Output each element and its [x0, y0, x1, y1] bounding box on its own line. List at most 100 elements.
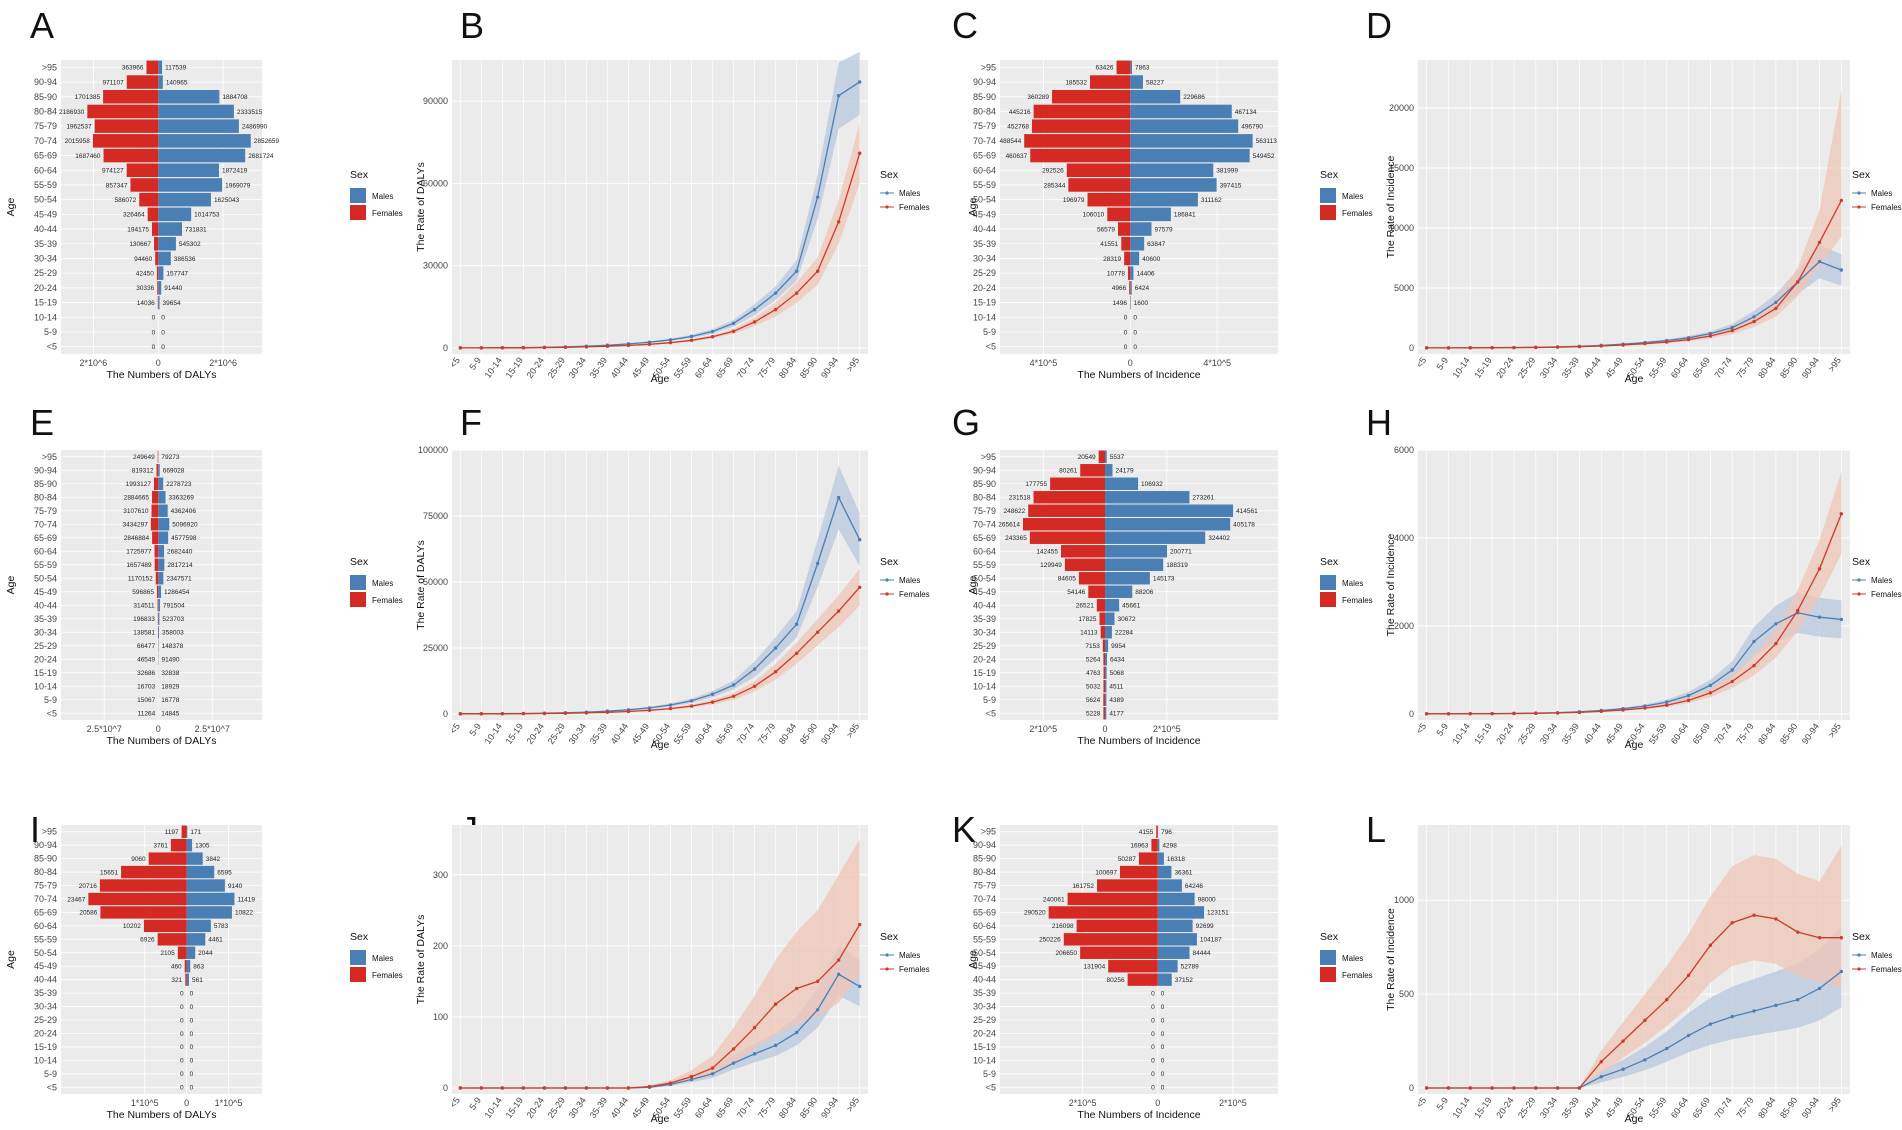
legend-label-females: Females — [1342, 209, 1373, 218]
bar-females — [1024, 134, 1131, 148]
tick-label-y: 0 — [443, 1083, 448, 1093]
data-point-females — [668, 706, 673, 711]
data-point-males — [1621, 1067, 1625, 1071]
data-label-females: 5624 — [1086, 697, 1101, 704]
tick-label-x: 5-9 — [1434, 355, 1450, 371]
data-label-males: 0 — [190, 1071, 194, 1078]
tick-label-y: 90-94 — [973, 465, 996, 475]
axis-title-x: The Numbers of Incidence — [1077, 735, 1200, 747]
data-point-females — [647, 708, 652, 713]
bar-females — [1061, 545, 1106, 558]
bar-males — [1157, 838, 1160, 852]
data-label-females: 23467 — [67, 896, 85, 903]
bar-females — [1102, 639, 1106, 652]
tick-label-x: 10-14 — [483, 721, 504, 746]
data-label-females: 974127 — [102, 168, 124, 175]
data-point-females — [1468, 712, 1472, 716]
data-label-females: 248622 — [1004, 508, 1026, 515]
bar-males — [186, 879, 225, 892]
tick-label-y: 75-79 — [973, 121, 996, 131]
data-label-males: 0 — [190, 1031, 194, 1038]
bar-females — [1090, 75, 1131, 89]
tick-label-x: 10-14 — [1451, 721, 1472, 746]
bar-females — [146, 60, 159, 75]
data-label-females: 452768 — [1007, 123, 1029, 130]
data-label-males: 32838 — [161, 670, 179, 677]
tick-label-y: 5-9 — [983, 327, 996, 337]
data-label-males: 148378 — [162, 643, 184, 650]
tick-label-x: 4*10^5 — [1203, 358, 1231, 368]
panel-letter-B: B — [460, 5, 484, 46]
data-point-males — [815, 195, 820, 199]
bar-females — [1156, 825, 1158, 838]
data-label-females: 0 — [180, 1085, 184, 1092]
data-label-males: 1625043 — [214, 197, 240, 204]
tick-label-y: 40-44 — [973, 975, 996, 985]
data-label-males: 1305 — [195, 842, 210, 849]
data-point-males — [1643, 1058, 1647, 1062]
data-label-females: 5032 — [1086, 684, 1101, 691]
tick-label-x: 15-19 — [504, 721, 525, 746]
bar-males — [1105, 612, 1115, 625]
tick-label-y: 25-29 — [973, 268, 996, 278]
legend: Sex Males Females — [350, 556, 403, 607]
data-label-males: 91440 — [164, 285, 182, 292]
data-label-females: 185532 — [1065, 79, 1087, 86]
tick-label-y: 85-90 — [34, 854, 57, 864]
data-point-females — [1665, 703, 1669, 707]
data-point-females — [710, 1066, 715, 1070]
tick-label-y: 65-69 — [34, 907, 57, 917]
bar-females — [1064, 558, 1106, 571]
data-label-males: 563113 — [1256, 138, 1278, 145]
legend-title: Sex — [880, 931, 899, 943]
data-label-males: 2333515 — [237, 109, 263, 116]
data-label-males: 731831 — [185, 226, 207, 233]
data-point-females — [479, 1086, 484, 1090]
data-point-males — [1817, 615, 1822, 619]
data-label-females: 26521 — [1076, 603, 1094, 610]
data-label-males: 1969079 — [225, 182, 251, 189]
data-label-females: 0 — [1124, 329, 1128, 336]
data-label-females: 321 — [171, 977, 182, 984]
axis-title-y: Age — [967, 198, 979, 217]
data-label-males: 200771 — [1170, 549, 1192, 556]
bar-males — [1130, 134, 1253, 148]
panel-B: 0 30000 60000 90000 <5 5-9 10-14 15-19 20-24 25-2… — [415, 51, 868, 385]
axis-title-y: Age — [967, 576, 979, 595]
data-label-females: 0 — [180, 1017, 184, 1024]
tick-label-x: 55-59 — [1647, 721, 1668, 746]
data-label-females: 0 — [1151, 1085, 1155, 1092]
data-point-females — [1774, 306, 1778, 311]
data-point-females — [1555, 1086, 1560, 1090]
tick-label-y: 30-34 — [973, 627, 996, 637]
data-point-females — [500, 1086, 505, 1090]
tick-label-y: 4000 — [1394, 533, 1414, 543]
data-label-females: 54146 — [1067, 589, 1085, 596]
axis-title-x: Age — [1625, 1113, 1644, 1125]
tick-label-y: 40-44 — [34, 975, 57, 985]
tick-label-x: 15-19 — [1472, 1095, 1493, 1120]
axis-title-y: Age — [5, 198, 17, 217]
data-label-males: 4577598 — [171, 535, 197, 542]
tick-label-y: >95 — [981, 827, 996, 837]
tick-label-y: 70-74 — [34, 136, 57, 146]
data-point-males — [1665, 700, 1669, 704]
legend-title: Sex — [1852, 931, 1871, 943]
data-label-males: 157747 — [166, 270, 188, 277]
data-label-males: 467134 — [1235, 109, 1257, 116]
tick-label-y: 5-9 — [44, 695, 57, 705]
data-label-females: 56579 — [1097, 226, 1115, 233]
data-point-males — [1708, 1022, 1713, 1026]
legend-label-females: Females — [372, 209, 403, 218]
bar-females — [1100, 626, 1106, 639]
data-label-females: 14036 — [137, 300, 155, 307]
legend-key-males-dot — [885, 191, 889, 195]
tick-label-x: 90-94 — [819, 721, 840, 746]
data-label-males: 0 — [1161, 990, 1165, 997]
tick-label-x: 20-24 — [525, 355, 546, 380]
tick-label-x: 2*10^5 — [1029, 724, 1057, 734]
tick-label-x: 1*10^5 — [215, 1098, 243, 1108]
bar-males — [1105, 504, 1234, 517]
data-point-females — [1796, 280, 1800, 284]
